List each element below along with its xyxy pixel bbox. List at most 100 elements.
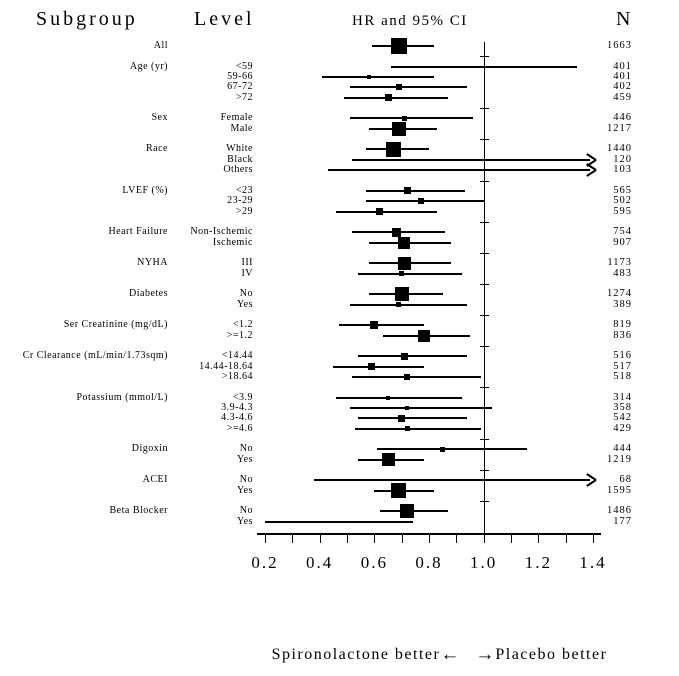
row-n-value: 389 bbox=[613, 298, 632, 310]
ci-line bbox=[349, 86, 468, 89]
row-level-label: No bbox=[239, 288, 253, 300]
ci-line bbox=[338, 324, 424, 327]
ci-line bbox=[314, 479, 590, 482]
point-estimate-marker bbox=[376, 208, 384, 216]
group-divider-tick bbox=[479, 252, 489, 254]
row-level-label: <3.9 bbox=[232, 391, 253, 403]
point-estimate-marker bbox=[400, 504, 415, 519]
group-divider-tick bbox=[479, 180, 489, 182]
axis-tick bbox=[565, 533, 567, 543]
axis-tick-label: 1.2 bbox=[524, 553, 552, 572]
column-header-n: N bbox=[616, 8, 633, 30]
row-n-value: 907 bbox=[613, 236, 632, 248]
row-n-value: 1595 bbox=[607, 484, 632, 496]
point-estimate-marker bbox=[404, 426, 410, 432]
point-estimate-marker bbox=[401, 115, 407, 121]
axis-tick-label: 0.4 bbox=[306, 553, 334, 572]
row-level-label: III bbox=[241, 257, 253, 269]
ci-line bbox=[390, 65, 577, 68]
point-estimate-marker bbox=[397, 256, 411, 270]
row-level-label: >18.64 bbox=[221, 371, 253, 382]
row-n-value: 502 bbox=[613, 195, 632, 207]
subgroup-label: ACEI bbox=[142, 474, 168, 486]
point-estimate-marker bbox=[391, 227, 401, 237]
row-level-label: Male bbox=[230, 122, 253, 134]
row-level-label: 4.3-4.6 bbox=[221, 412, 253, 424]
ci-line bbox=[349, 407, 492, 409]
row-level-label: Yes bbox=[236, 515, 253, 527]
row-level-label: White bbox=[226, 143, 253, 155]
row-n-value: 401 bbox=[613, 71, 632, 82]
ci-line bbox=[336, 396, 462, 399]
ci-line bbox=[333, 365, 424, 368]
subgroup-label: Digoxin bbox=[131, 443, 168, 455]
row-n-value: 1274 bbox=[607, 288, 632, 300]
axis-tick bbox=[538, 533, 540, 543]
row-n-value: 516 bbox=[613, 350, 632, 362]
row-level-label: Yes bbox=[236, 453, 253, 465]
group-divider-tick bbox=[479, 387, 489, 389]
group-divider-tick bbox=[479, 221, 489, 223]
row-level-label: Others bbox=[223, 164, 253, 176]
subgroup-label: Beta Blocker bbox=[109, 505, 168, 517]
row-level-label: Yes bbox=[236, 484, 253, 496]
point-estimate-marker bbox=[381, 453, 395, 467]
row-n-value: 754 bbox=[613, 226, 632, 238]
ci-line bbox=[327, 169, 590, 172]
point-estimate-marker bbox=[366, 75, 371, 79]
subgroup-label: Race bbox=[146, 143, 168, 155]
row-n-value: 1173 bbox=[607, 257, 632, 269]
ci-line bbox=[352, 158, 590, 161]
row-n-value: 1663 bbox=[607, 40, 632, 51]
point-estimate-marker bbox=[417, 198, 424, 205]
axis-tick-label: 0.2 bbox=[251, 553, 279, 572]
axis-tick bbox=[265, 533, 266, 543]
subgroup-label: Sex bbox=[151, 112, 168, 124]
point-estimate-marker bbox=[398, 414, 406, 422]
footer-left-label: Spironolactone better bbox=[271, 646, 441, 663]
row-n-value: 836 bbox=[613, 329, 632, 341]
ci-line bbox=[357, 355, 468, 358]
ci-line bbox=[366, 200, 484, 203]
axis-tick bbox=[319, 533, 321, 543]
point-estimate-marker bbox=[440, 446, 446, 452]
row-level-label: No bbox=[239, 474, 253, 486]
row-level-label: >=1.2 bbox=[226, 329, 253, 341]
group-divider-tick bbox=[479, 283, 489, 285]
footer-right-label: Placebo better bbox=[495, 646, 608, 663]
row-n-value: 565 bbox=[613, 184, 632, 196]
row-level-label: Ischemic bbox=[212, 236, 253, 248]
row-level-label: <23 bbox=[235, 184, 253, 196]
point-estimate-marker bbox=[385, 141, 401, 157]
point-estimate-marker bbox=[405, 406, 410, 410]
ci-line bbox=[322, 76, 435, 78]
subgroup-label: Cr Clearance (mL/min/1.73sqm) bbox=[22, 350, 168, 362]
row-level-label: Yes bbox=[236, 298, 253, 310]
row-n-value: 819 bbox=[613, 319, 632, 331]
row-n-value: 1217 bbox=[607, 122, 632, 134]
row-n-value: 1440 bbox=[607, 143, 632, 155]
row-level-label: >29 bbox=[235, 205, 253, 217]
row-level-label: No bbox=[239, 443, 253, 455]
row-n-value: 446 bbox=[613, 112, 632, 124]
axis-tick bbox=[292, 533, 294, 543]
axis-tick-label: 0.8 bbox=[415, 553, 443, 572]
ci-line bbox=[377, 448, 528, 451]
row-n-value: 459 bbox=[613, 91, 632, 103]
axis-tick-label: 1.4 bbox=[579, 553, 607, 572]
point-estimate-marker bbox=[404, 374, 411, 380]
group-divider-tick bbox=[479, 345, 489, 347]
row-level-label: <1.2 bbox=[232, 319, 253, 331]
column-header-hr-ci: HR and 95% CI bbox=[352, 13, 468, 29]
axis-tick bbox=[429, 533, 430, 543]
subgroup-label: Age (yr) bbox=[129, 60, 168, 72]
point-estimate-marker bbox=[391, 121, 406, 136]
point-estimate-marker bbox=[368, 363, 376, 371]
group-divider-tick bbox=[479, 108, 489, 110]
row-level-label: 67-72 bbox=[227, 81, 253, 93]
ci-line bbox=[352, 376, 481, 378]
row-n-value: 314 bbox=[613, 391, 632, 403]
ci-line bbox=[355, 427, 481, 430]
